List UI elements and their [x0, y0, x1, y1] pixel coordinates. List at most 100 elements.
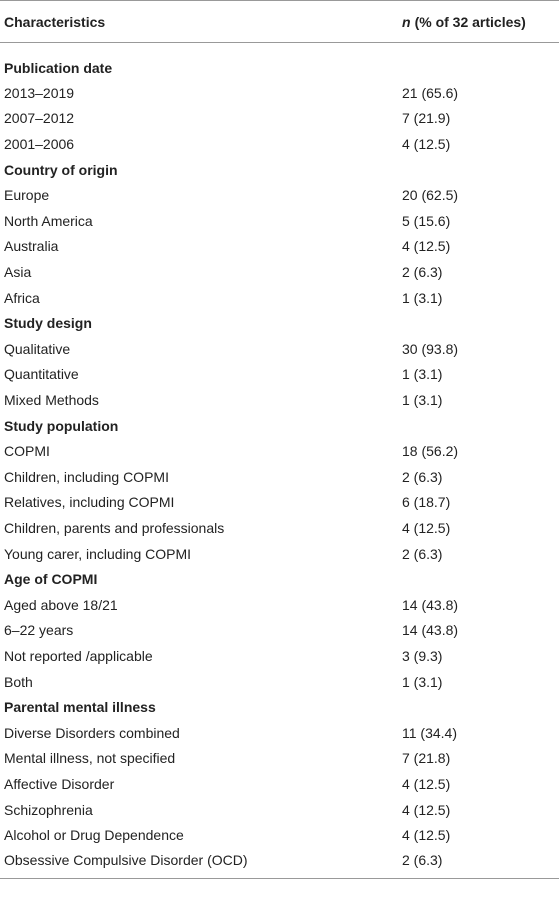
row-value: 6 (18.7) — [402, 494, 451, 511]
row-label: Children, parents and professionals — [4, 519, 225, 536]
row-value: 3 (9.3) — [402, 647, 443, 664]
row-label: Qualitative — [4, 340, 71, 357]
data-row: Relatives, including COPMI 6 (18.7) — [0, 490, 559, 516]
data-row: Both 1 (3.1) — [0, 669, 559, 695]
data-row: Schizophrenia 4 (12.5) — [0, 797, 559, 823]
section-row: Parental mental illness — [0, 694, 559, 720]
section-blank — [402, 310, 559, 336]
data-row: Mixed Methods 1 (3.1) — [0, 387, 559, 413]
data-row: Mental illness, not specified 7 (21.8) — [0, 746, 559, 772]
row-label: 2001–2006 — [4, 136, 75, 153]
section-row: Study population — [0, 413, 559, 439]
row-label: Australia — [4, 238, 59, 255]
section-blank — [402, 694, 559, 720]
data-row: Affective Disorder 4 (12.5) — [0, 771, 559, 797]
row-label: Diverse Disorders combined — [4, 724, 180, 741]
row-value: 18 (56.2) — [402, 443, 459, 460]
row-label: Mixed Methods — [4, 392, 99, 409]
row-value: 1 (3.1) — [402, 289, 443, 306]
row-label: Young carer, including COPMI — [4, 545, 192, 562]
row-value: 4 (12.5) — [402, 238, 451, 255]
data-row: Aged above 18/21 14 (43.8) — [0, 592, 559, 618]
row-value: 7 (21.8) — [402, 750, 451, 767]
row-value: 2 (6.3) — [402, 847, 559, 880]
row-value: 4 (12.5) — [402, 775, 451, 792]
section-row: Country of origin — [0, 157, 559, 183]
row-value: 4 (12.5) — [402, 136, 451, 153]
section-blank — [402, 566, 559, 592]
data-row: Qualitative 30 (93.8) — [0, 336, 559, 362]
row-label: Schizophrenia — [4, 801, 93, 818]
data-row: Asia 2 (6.3) — [0, 259, 559, 285]
section-title: Country of origin — [4, 161, 118, 178]
data-row: Obsessive Compulsive Disorder (OCD) 2 (6.… — [0, 847, 559, 880]
row-value: 4 (12.5) — [402, 801, 451, 818]
section-row: Study design — [0, 310, 559, 336]
row-value: 11 (34.4) — [402, 724, 457, 741]
row-label: 6–22 years — [4, 622, 74, 639]
row-label: Affective Disorder — [4, 775, 115, 792]
row-label: Africa — [4, 289, 40, 306]
section-row: Age of COPMI — [0, 566, 559, 592]
row-label: 2013–2019 — [4, 84, 75, 101]
row-value: 2 (6.3) — [402, 468, 443, 485]
row-label: COPMI — [4, 443, 50, 460]
row-value: 2 (6.3) — [402, 545, 443, 562]
section-blank — [402, 43, 559, 81]
section-blank — [402, 413, 559, 439]
data-row: North America 5 (15.6) — [0, 208, 559, 234]
row-label: Both — [4, 673, 33, 690]
data-row: 2001–2006 4 (12.5) — [0, 131, 559, 157]
data-row: Children, parents and professionals 4 (12… — [0, 515, 559, 541]
table-header: Characteristics n (% of 32 articles) — [0, 0, 559, 43]
section-title: Study design — [4, 315, 92, 332]
row-value: 1 (3.1) — [402, 392, 443, 409]
data-row: Young carer, including COPMI 2 (6.3) — [0, 541, 559, 567]
header-cell: Characteristics — [0, 0, 402, 43]
section-blank — [402, 157, 559, 183]
row-label: Aged above 18/21 — [4, 596, 118, 613]
header-row: Characteristics n (% of 32 articles) — [0, 0, 559, 43]
row-label: Mental illness, not specified — [4, 750, 176, 767]
data-row: Diverse Disorders combined 11 (34.4) — [0, 720, 559, 746]
data-row: 2013–2019 21 (65.6) — [0, 80, 559, 106]
header-cell: n (% of 32 articles) — [402, 0, 559, 43]
row-label: Not reported /applicable — [4, 647, 153, 664]
data-row: 6–22 years 14 (43.8) — [0, 618, 559, 644]
row-value: 20 (62.5) — [402, 187, 459, 204]
row-value: 4 (12.5) — [402, 519, 451, 536]
section-title: Study population — [4, 417, 119, 434]
row-value: 4 (12.5) — [402, 827, 451, 844]
row-label: Europe — [4, 187, 50, 204]
section-title: Publication date — [4, 59, 113, 76]
data-row: Quantitative 1 (3.1) — [0, 362, 559, 388]
row-value: 1 (3.1) — [402, 673, 443, 690]
data-row: 2007–2012 7 (21.9) — [0, 106, 559, 132]
section-row: Publication date — [0, 43, 559, 81]
data-row: Children, including COPMI 2 (6.3) — [0, 464, 559, 490]
row-label: Asia — [4, 264, 32, 281]
header-italic: n — [402, 13, 411, 30]
row-value: 21 (65.6) — [402, 84, 459, 101]
row-label: Relatives, including COPMI — [4, 494, 175, 511]
row-value: 7 (21.9) — [402, 110, 451, 127]
data-row: COPMI 18 (56.2) — [0, 438, 559, 464]
data-row: Australia 4 (12.5) — [0, 234, 559, 260]
row-label: North America — [4, 212, 93, 229]
data-row: Not reported /applicable 3 (9.3) — [0, 643, 559, 669]
data-row: Europe 20 (62.5) — [0, 182, 559, 208]
row-label: Quantitative — [4, 366, 79, 383]
row-label: Children, including COPMI — [4, 468, 169, 485]
characteristics-table: Characteristics n (% of 32 articles) Publ… — [0, 0, 559, 880]
row-value: 5 (15.6) — [402, 212, 451, 229]
row-label: 2007–2012 — [4, 110, 75, 127]
row-value: 30 (93.8) — [402, 340, 459, 357]
row-label: Alcohol or Drug Dependence — [4, 827, 184, 844]
section-title: Age of COPMI — [4, 571, 98, 588]
row-value: 2 (6.3) — [402, 264, 443, 281]
table-body: Publication date 2013–2019 21 (65.6) 2007–2… — [0, 43, 559, 880]
section-title: Parental mental illness — [4, 699, 156, 716]
row-value: 14 (43.8) — [402, 596, 459, 613]
row-value: 1 (3.1) — [402, 366, 443, 383]
